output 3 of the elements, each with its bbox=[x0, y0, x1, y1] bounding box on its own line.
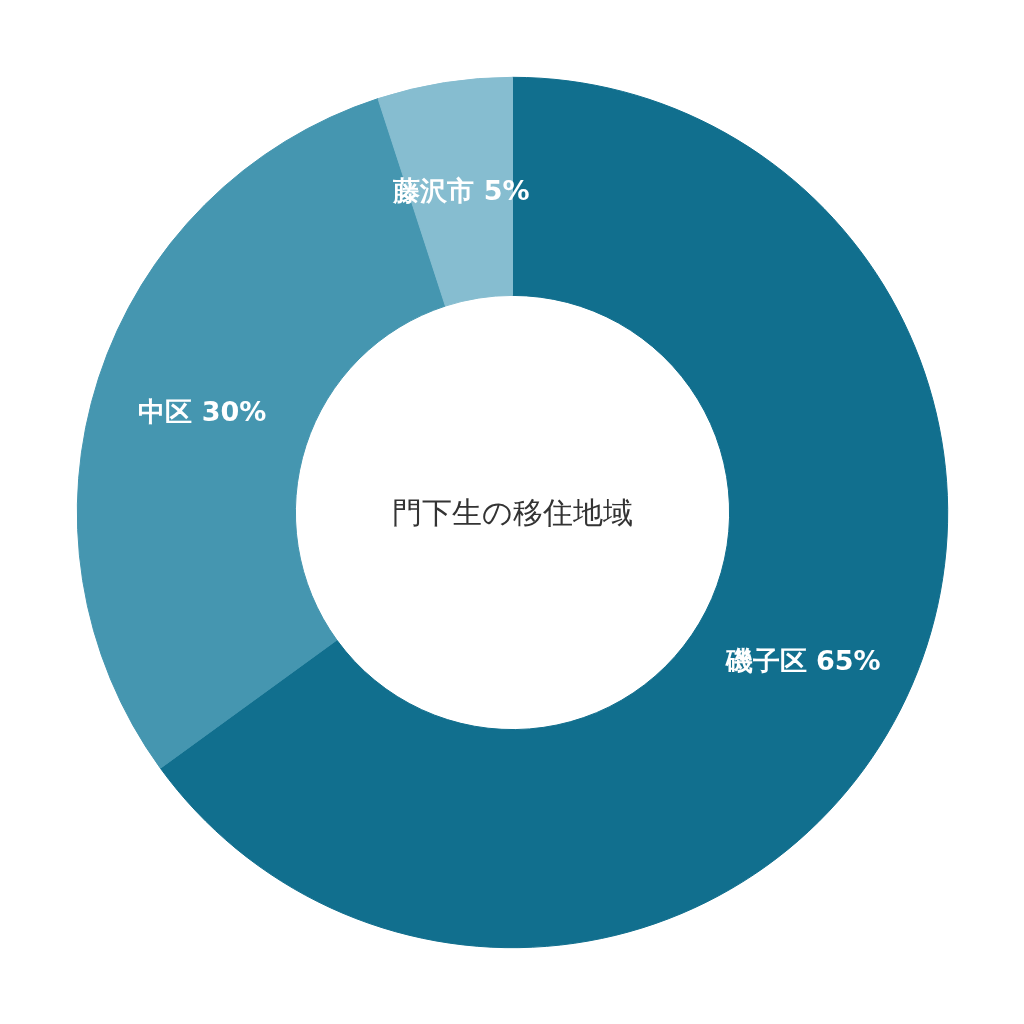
slice-label: 磯子区 65% bbox=[724, 645, 881, 677]
text: 門下生の移住地域 bbox=[392, 495, 633, 530]
slice-label: 中区 30% bbox=[138, 396, 267, 428]
